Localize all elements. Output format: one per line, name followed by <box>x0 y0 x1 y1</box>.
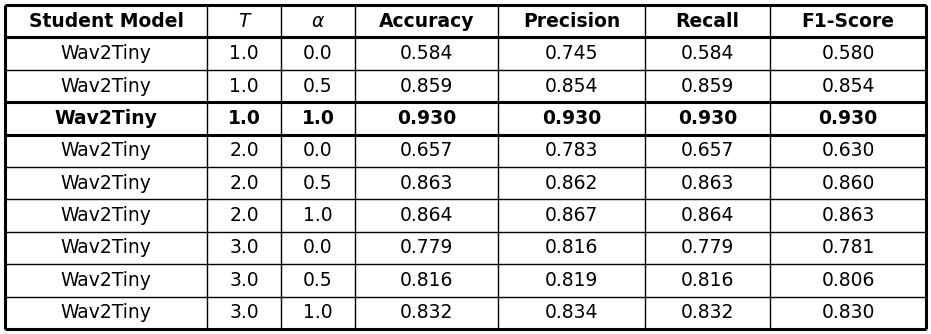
Text: 1.0: 1.0 <box>304 303 333 322</box>
Text: 0.806: 0.806 <box>821 271 875 290</box>
Text: 0.832: 0.832 <box>399 303 453 322</box>
Text: 0.584: 0.584 <box>399 44 453 63</box>
Text: 0.859: 0.859 <box>399 76 453 96</box>
Text: 0.816: 0.816 <box>681 271 735 290</box>
Text: 0.657: 0.657 <box>681 141 735 160</box>
Text: 2.0: 2.0 <box>229 141 259 160</box>
Text: 0.0: 0.0 <box>304 141 333 160</box>
Text: 0.0: 0.0 <box>304 238 333 258</box>
Text: T: T <box>238 12 250 31</box>
Text: 1.0: 1.0 <box>228 109 261 128</box>
Text: Wav2Tiny: Wav2Tiny <box>55 109 157 128</box>
Text: 0.745: 0.745 <box>545 44 599 63</box>
Text: 0.819: 0.819 <box>545 271 599 290</box>
Text: 0.657: 0.657 <box>399 141 453 160</box>
Text: 0.783: 0.783 <box>545 141 599 160</box>
Text: Student Model: Student Model <box>29 12 183 31</box>
Text: Recall: Recall <box>676 12 739 31</box>
Text: 0.860: 0.860 <box>821 174 875 193</box>
Text: Precision: Precision <box>523 12 620 31</box>
Text: 0.864: 0.864 <box>399 206 453 225</box>
Text: 0.0: 0.0 <box>304 44 333 63</box>
Text: 0.930: 0.930 <box>818 109 878 128</box>
Text: F1-Score: F1-Score <box>802 12 895 31</box>
Text: Wav2Tiny: Wav2Tiny <box>61 44 152 63</box>
Text: 0.859: 0.859 <box>681 76 735 96</box>
Text: 0.580: 0.580 <box>821 44 875 63</box>
Text: Wav2Tiny: Wav2Tiny <box>61 206 152 225</box>
Text: α: α <box>312 12 324 31</box>
Text: 0.930: 0.930 <box>542 109 601 128</box>
Text: 0.930: 0.930 <box>678 109 737 128</box>
Text: Wav2Tiny: Wav2Tiny <box>61 303 152 322</box>
Text: 0.779: 0.779 <box>399 238 453 258</box>
Text: 0.832: 0.832 <box>681 303 735 322</box>
Text: 0.867: 0.867 <box>545 206 599 225</box>
Text: 2.0: 2.0 <box>229 206 259 225</box>
Text: 0.863: 0.863 <box>821 206 875 225</box>
Text: 1.0: 1.0 <box>302 109 334 128</box>
Text: 0.854: 0.854 <box>545 76 599 96</box>
Text: 0.5: 0.5 <box>304 271 333 290</box>
Text: 0.863: 0.863 <box>681 174 735 193</box>
Text: 3.0: 3.0 <box>229 271 259 290</box>
Text: Wav2Tiny: Wav2Tiny <box>61 271 152 290</box>
Text: 3.0: 3.0 <box>229 238 259 258</box>
Text: Wav2Tiny: Wav2Tiny <box>61 76 152 96</box>
Text: 0.816: 0.816 <box>399 271 453 290</box>
Text: 0.5: 0.5 <box>304 174 333 193</box>
Text: 0.930: 0.930 <box>397 109 456 128</box>
Text: 1.0: 1.0 <box>304 206 333 225</box>
Text: 0.779: 0.779 <box>681 238 735 258</box>
Text: 0.630: 0.630 <box>821 141 875 160</box>
Text: 1.0: 1.0 <box>229 76 259 96</box>
Text: Accuracy: Accuracy <box>379 12 474 31</box>
Text: 0.834: 0.834 <box>545 303 599 322</box>
Text: 0.781: 0.781 <box>821 238 875 258</box>
Text: 0.862: 0.862 <box>545 174 599 193</box>
Text: Wav2Tiny: Wav2Tiny <box>61 238 152 258</box>
Text: 0.584: 0.584 <box>681 44 735 63</box>
Text: 0.830: 0.830 <box>821 303 875 322</box>
Text: 2.0: 2.0 <box>229 174 259 193</box>
Text: 1.0: 1.0 <box>229 44 259 63</box>
Text: 0.863: 0.863 <box>399 174 453 193</box>
Text: Wav2Tiny: Wav2Tiny <box>61 174 152 193</box>
Text: 0.854: 0.854 <box>821 76 875 96</box>
Text: Wav2Tiny: Wav2Tiny <box>61 141 152 160</box>
Text: 3.0: 3.0 <box>229 303 259 322</box>
Text: 0.5: 0.5 <box>304 76 333 96</box>
Text: 0.864: 0.864 <box>681 206 735 225</box>
Text: 0.816: 0.816 <box>545 238 599 258</box>
